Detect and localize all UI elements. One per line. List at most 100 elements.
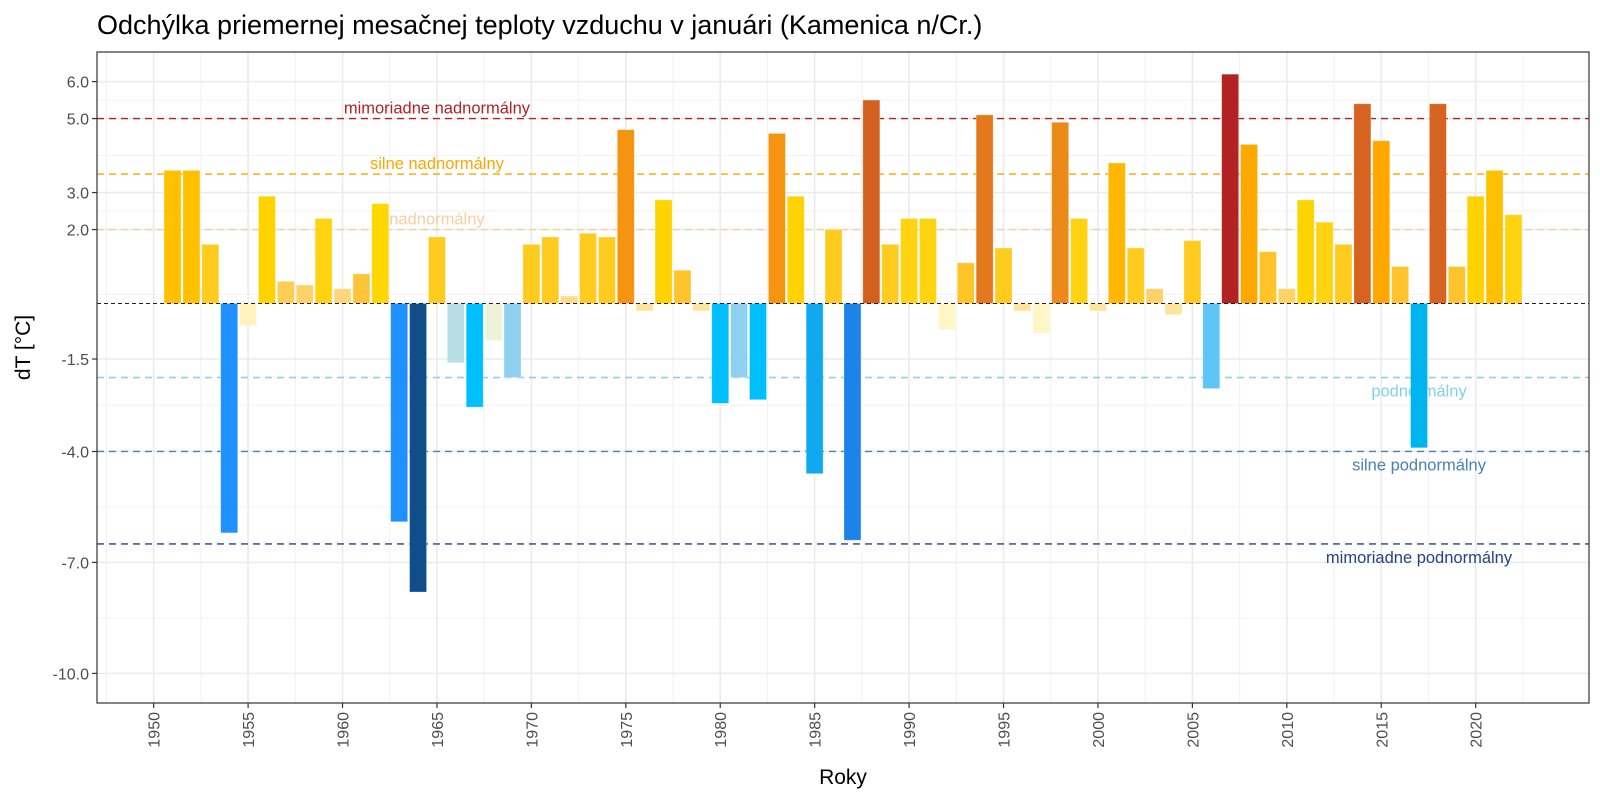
bar-1954 bbox=[220, 303, 239, 534]
bar-2012 bbox=[1315, 221, 1334, 304]
x-tick-label: 2010 bbox=[1280, 712, 1297, 748]
bar-2020 bbox=[1466, 195, 1485, 304]
x-tick-label: 1960 bbox=[336, 712, 353, 748]
bar-1996 bbox=[1013, 303, 1032, 312]
bar-1952 bbox=[182, 169, 201, 304]
bar-1971 bbox=[541, 236, 560, 304]
bar-2006 bbox=[1202, 303, 1221, 389]
bar-2017 bbox=[1410, 303, 1428, 449]
bar-1982 bbox=[749, 303, 767, 401]
bar-1961 bbox=[352, 273, 371, 304]
bar-1953 bbox=[201, 243, 220, 304]
x-tick-label: 2020 bbox=[1469, 712, 1486, 748]
x-tick-label: 1965 bbox=[430, 712, 447, 748]
x-tick-label: 2000 bbox=[1091, 712, 1108, 748]
bar-2015 bbox=[1372, 140, 1391, 304]
x-tick-label: 1980 bbox=[713, 712, 730, 748]
x-tick-label: 1995 bbox=[997, 712, 1014, 748]
y-tick-label: -10.0 bbox=[53, 666, 90, 683]
threshold-label: mimoriadne nadnormálny bbox=[344, 99, 531, 117]
threshold-label: silne nadnormálny bbox=[370, 155, 505, 173]
y-tick-label: -1.5 bbox=[61, 352, 89, 369]
bar-2016 bbox=[1391, 266, 1410, 304]
bar-1965 bbox=[428, 236, 446, 304]
y-tick-label: -7.0 bbox=[61, 555, 89, 572]
bar-2013 bbox=[1334, 243, 1353, 304]
bar-1962 bbox=[371, 203, 390, 304]
x-axis: 1950 1955 1960 1965 1970 1975 1980 1985 1990 1995… bbox=[147, 703, 1486, 748]
y-tick-label: 2.0 bbox=[67, 223, 89, 240]
x-axis-title: Roky bbox=[819, 766, 867, 789]
bar-1963 bbox=[390, 303, 409, 523]
panel-border bbox=[96, 51, 1590, 704]
bar-2018 bbox=[1429, 103, 1447, 304]
bar-1994 bbox=[975, 114, 994, 304]
bar-2022 bbox=[1504, 214, 1523, 304]
bar-1966 bbox=[446, 303, 465, 364]
bar-1984 bbox=[786, 195, 805, 304]
bar-2001 bbox=[1107, 162, 1126, 304]
bar-1993 bbox=[956, 262, 975, 304]
bar-1974 bbox=[598, 236, 616, 304]
y-axis-title: dT [°C] bbox=[12, 315, 35, 380]
y-axis: 6.0 5.0 3.0 2.0 -1.5 -4.0 -7.0 -10.0 bbox=[53, 75, 97, 683]
x-tick-label: 1975 bbox=[619, 712, 636, 748]
y-tick-label: 3.0 bbox=[67, 186, 89, 203]
bar-1956 bbox=[258, 195, 276, 304]
bar-1990 bbox=[900, 218, 919, 304]
bar-2005 bbox=[1183, 240, 1202, 304]
x-tick-label: 1955 bbox=[241, 712, 258, 748]
chart-title: Odchýlka priemernej mesačnej teploty vzd… bbox=[97, 10, 982, 40]
bar-1968 bbox=[484, 303, 503, 341]
x-tick-label: 2015 bbox=[1374, 712, 1391, 748]
bar-1967 bbox=[465, 303, 484, 408]
bar-1958 bbox=[295, 284, 314, 304]
bar-1959 bbox=[314, 218, 333, 304]
bar-1970 bbox=[522, 243, 541, 304]
bar-1997 bbox=[1032, 303, 1051, 334]
y-tick-label: -4.0 bbox=[61, 444, 89, 461]
bar-1981 bbox=[730, 303, 749, 378]
bar-1998 bbox=[1051, 121, 1070, 304]
threshold-label: mimoriadne podnormálny bbox=[1326, 549, 1513, 567]
bar-1989 bbox=[881, 243, 900, 304]
bar-2014 bbox=[1353, 103, 1372, 304]
bars bbox=[163, 73, 1523, 593]
bar-2002 bbox=[1126, 247, 1145, 304]
threshold-label: silne podnormálny bbox=[1352, 456, 1487, 474]
bar-1977 bbox=[654, 199, 673, 304]
bar-1975 bbox=[616, 129, 635, 304]
bar-2010 bbox=[1277, 288, 1296, 304]
threshold-lines bbox=[97, 117, 1589, 545]
bar-1964 bbox=[409, 303, 427, 593]
bar-2019 bbox=[1447, 266, 1466, 304]
bar-1985 bbox=[805, 303, 824, 475]
x-tick-label: 1950 bbox=[147, 712, 164, 748]
bar-2009 bbox=[1259, 251, 1277, 304]
bar-1991 bbox=[919, 218, 937, 304]
bar-1955 bbox=[239, 303, 257, 327]
bar-1979 bbox=[692, 303, 711, 312]
bar-2004 bbox=[1164, 303, 1183, 316]
bar-1960 bbox=[333, 288, 352, 304]
bar-1976 bbox=[635, 303, 654, 312]
bar-1973 bbox=[579, 232, 597, 304]
bar-2007 bbox=[1221, 73, 1240, 304]
bar-1969 bbox=[503, 303, 522, 378]
bar-1999 bbox=[1070, 218, 1088, 304]
bar-1980 bbox=[711, 303, 730, 404]
bar-2000 bbox=[1089, 303, 1107, 312]
bar-1988 bbox=[862, 99, 881, 304]
x-tick-label: 2005 bbox=[1185, 712, 1202, 748]
y-tick-label: 5.0 bbox=[67, 112, 89, 129]
bar-1992 bbox=[937, 303, 956, 330]
bar-2021 bbox=[1485, 169, 1504, 304]
bar-1972 bbox=[560, 295, 579, 304]
bar-2011 bbox=[1296, 199, 1315, 304]
bar-1995 bbox=[994, 247, 1013, 304]
x-tick-label: 1970 bbox=[524, 712, 541, 748]
y-tick-label: 6.0 bbox=[67, 75, 89, 92]
bar-1987 bbox=[843, 303, 862, 541]
bar-2008 bbox=[1240, 144, 1258, 304]
